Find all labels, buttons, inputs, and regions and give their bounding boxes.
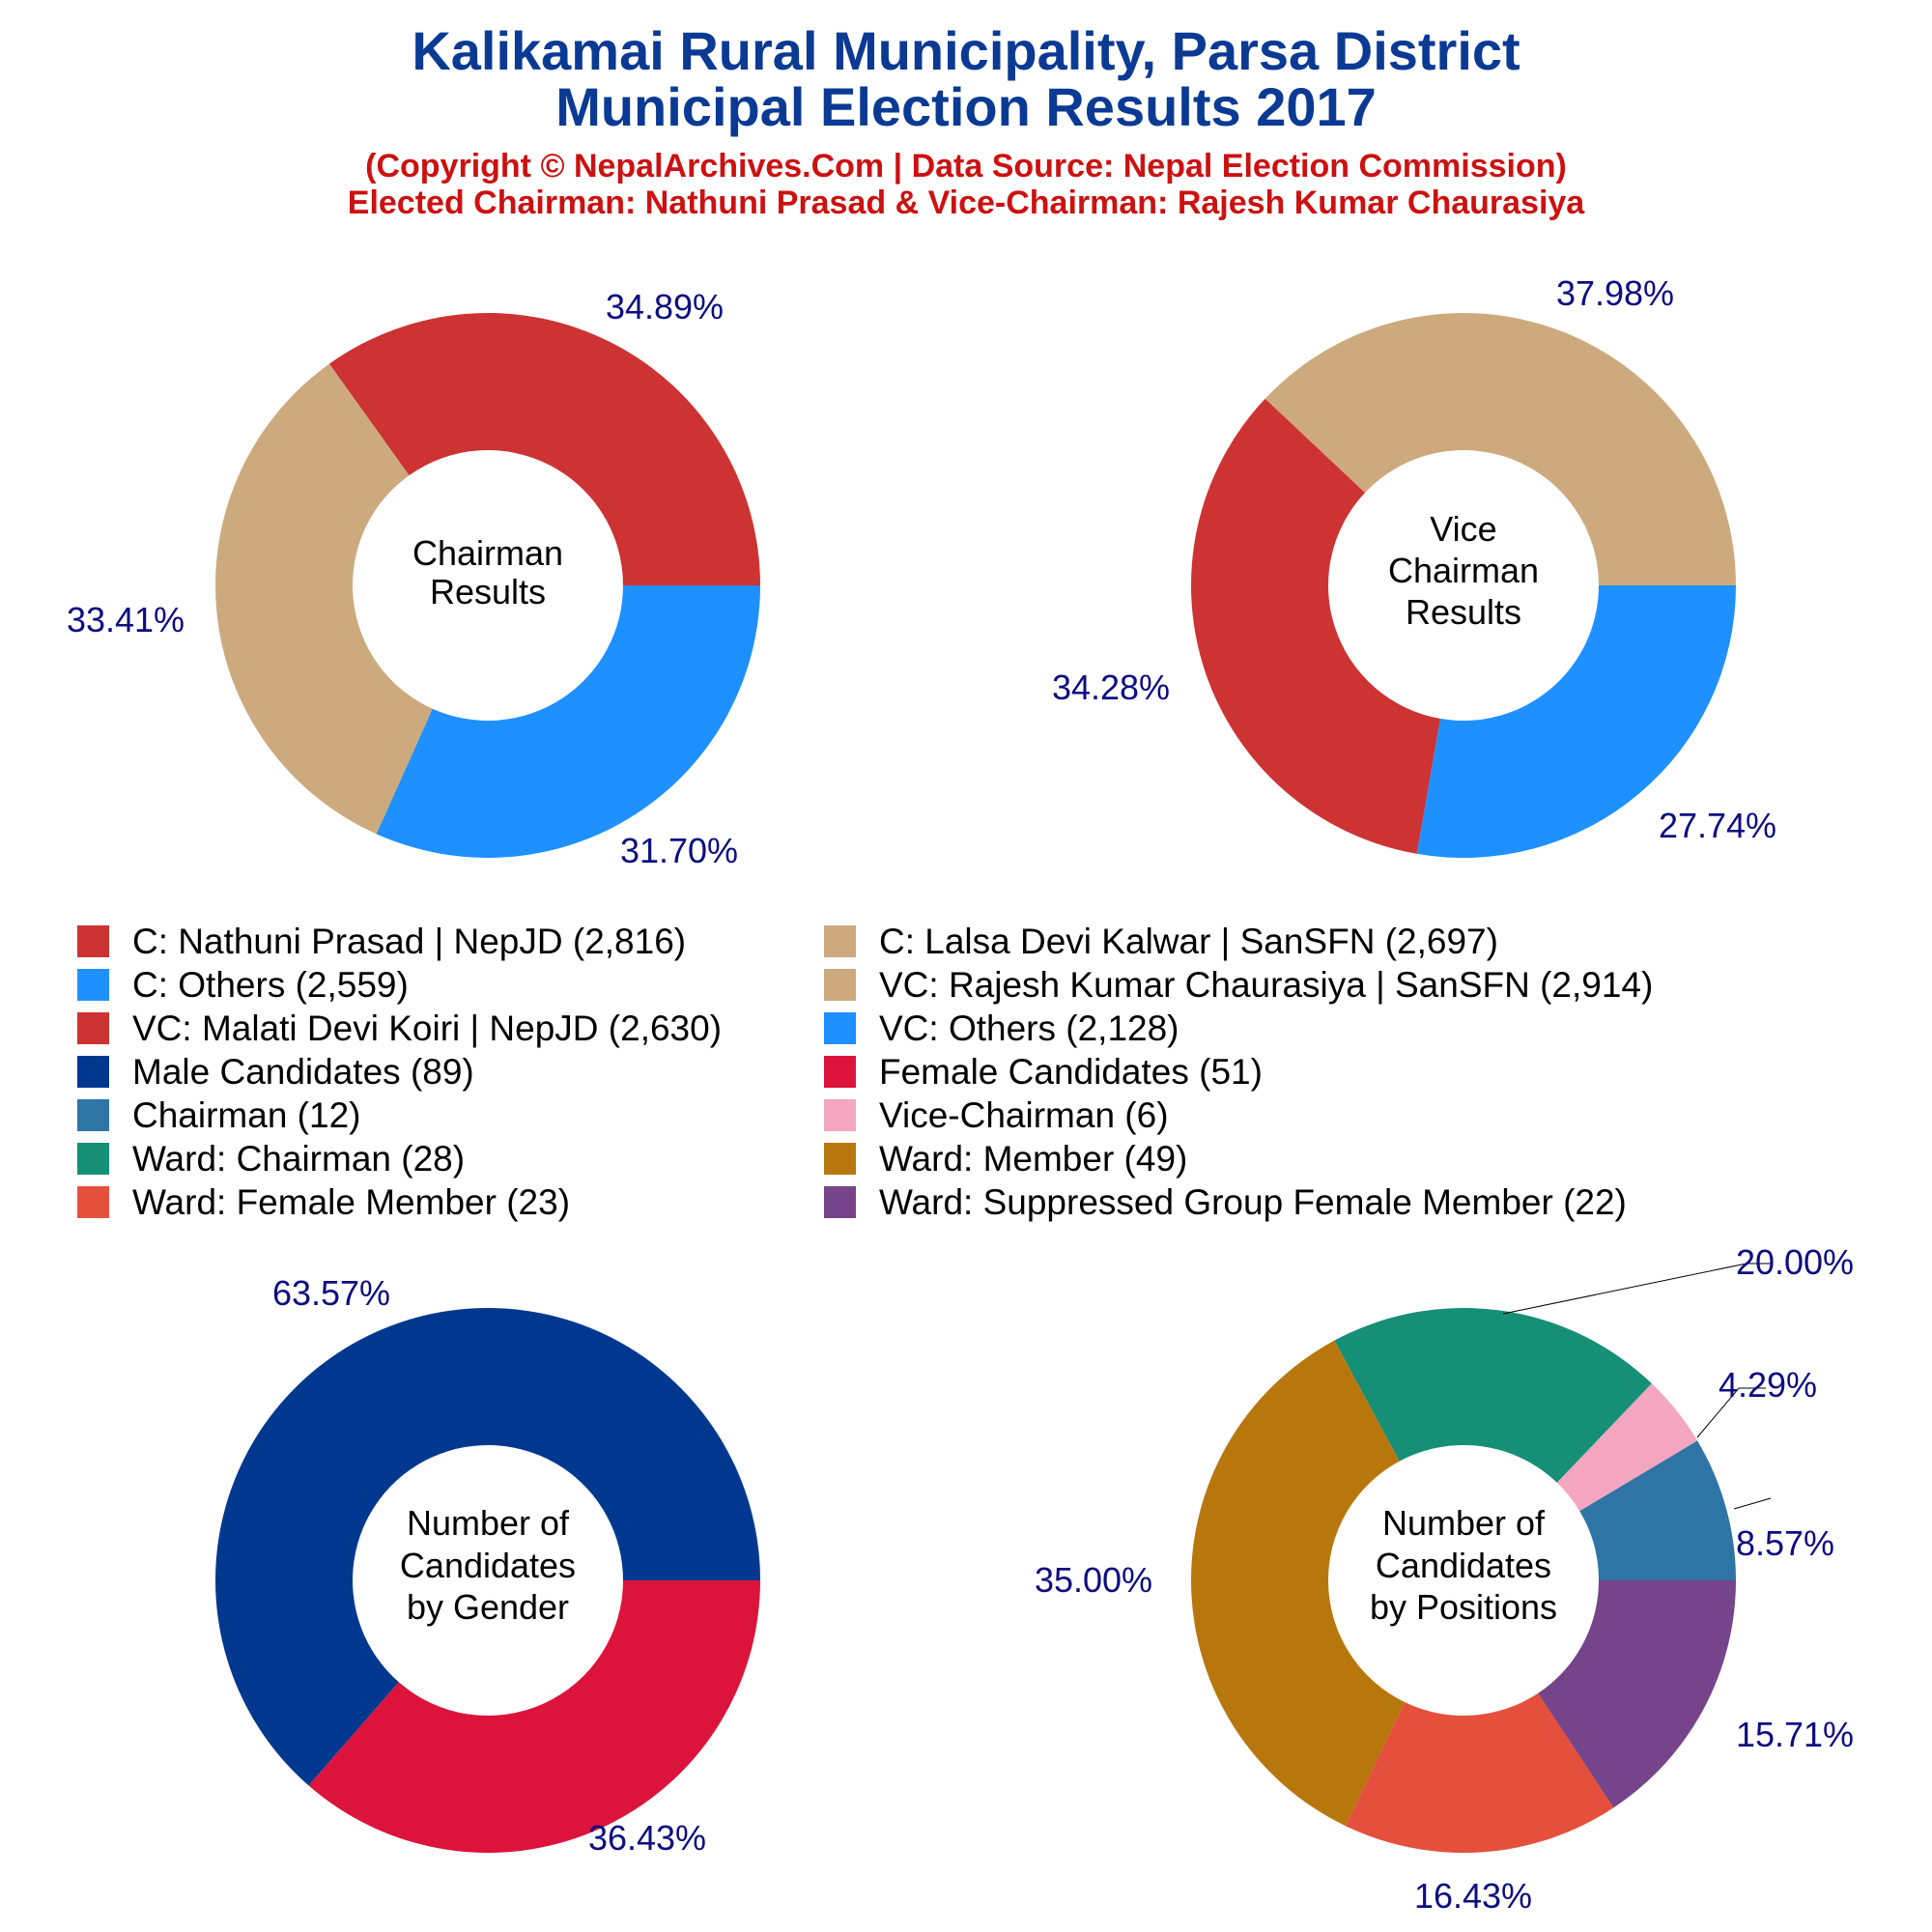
- legend-label: VC: Others (2,128): [879, 1009, 1179, 1048]
- pct-label-vc-malati-devi-koiri-nepjd: 34.28%: [1052, 668, 1170, 707]
- slice-vc-rajesh-kumar-chaurasiya-sansfn: [1264, 313, 1736, 585]
- pct-label-chairman: 8.57%: [1736, 1523, 1834, 1563]
- legend: C: Nathuni Prasad | NepJD (2,816) C: Lals…: [77, 922, 1653, 1222]
- leader-line-vice-chairman: [1696, 1387, 1766, 1438]
- slice-male-candidates: [214, 1308, 760, 1786]
- legend-swatch: [77, 925, 109, 957]
- legend-swatch: [77, 1099, 109, 1131]
- legend-label: C: Others (2,559): [132, 965, 409, 1005]
- legend-label: Ward: Suppressed Group Female Member (22…: [879, 1182, 1627, 1222]
- legend-label: Ward: Female Member (23): [132, 1182, 570, 1222]
- legend-swatch: [824, 1099, 856, 1131]
- legend-swatch: [77, 1143, 109, 1175]
- legend-label: VC: Rajesh Kumar Chaurasiya | SanSFN (2,…: [879, 965, 1653, 1005]
- center-label-line: Results: [1406, 592, 1521, 632]
- legend-swatch: [824, 969, 856, 1001]
- chart-title-line2: Municipal Election Results 2017: [555, 76, 1377, 137]
- leader-line-ward-chairman: [1502, 1263, 1771, 1315]
- slice-ward-suppressed-group-female-member: [1538, 1580, 1736, 1808]
- pct-label-c-nathuni-prasad-nepjd: 34.89%: [606, 287, 724, 327]
- pct-label-male-candidates: 63.57%: [272, 1273, 390, 1313]
- pct-label-vc-rajesh-kumar-chaurasiya-sansfn: 37.98%: [1556, 273, 1674, 313]
- slice-ward-member: [1191, 1340, 1406, 1827]
- center-label-line: Number of: [1382, 1503, 1546, 1543]
- slice-ward-female-member: [1345, 1692, 1614, 1853]
- legend-label: Vice-Chairman (6): [879, 1095, 1169, 1135]
- legend-swatch: [77, 969, 109, 1001]
- pct-label-ward-member: 35.00%: [1035, 1560, 1152, 1600]
- center-label-line: Chairman: [412, 533, 563, 573]
- pct-label-ward-suppressed-group-female-member: 15.71%: [1736, 1715, 1854, 1754]
- legend-swatch: [824, 925, 856, 957]
- pct-label-ward-female-member: 16.43%: [1414, 1876, 1532, 1916]
- legend-swatch: [824, 1186, 856, 1218]
- legend-swatch: [824, 1143, 856, 1175]
- legend-label: Female Candidates (51): [879, 1052, 1263, 1092]
- legend-label: Chairman (12): [132, 1095, 360, 1135]
- legend-swatch: [77, 1012, 109, 1044]
- chart-subtitle-line1: (Copyright © NepalArchives.Com | Data So…: [365, 148, 1567, 185]
- legend-label: Male Candidates (89): [132, 1052, 474, 1092]
- center-label-line: Chairman: [1388, 551, 1539, 590]
- center-label-line: by Gender: [407, 1587, 569, 1627]
- legend-label: Ward: Member (49): [879, 1139, 1187, 1179]
- pct-label-c-lalsa-devi-kalwar-sansfn: 33.41%: [67, 600, 185, 639]
- legend-swatch: [77, 1056, 109, 1088]
- slice-vice-chairman: [1556, 1383, 1698, 1512]
- leader-line-chairman: [1733, 1497, 1772, 1510]
- slice-c-others: [376, 585, 760, 858]
- legend-label: C: Nathuni Prasad | NepJD (2,816): [132, 922, 686, 961]
- chart-subtitle-line2: Elected Chairman: Nathuni Prasad & Vice-…: [348, 185, 1586, 221]
- slice-ward-chairman: [1334, 1308, 1652, 1483]
- slice-c-lalsa-devi-kalwar-sansfn: [215, 363, 433, 835]
- legend-label: Ward: Chairman (28): [132, 1139, 465, 1179]
- slice-chairman: [1579, 1440, 1736, 1580]
- legend-swatch: [77, 1186, 109, 1218]
- center-label-line: Vice: [1430, 509, 1496, 549]
- pct-label-female-candidates: 36.43%: [588, 1818, 706, 1858]
- pct-label-vice-chairman: 4.29%: [1719, 1365, 1817, 1405]
- center-label-line: Candidates: [400, 1546, 576, 1585]
- legend-label: C: Lalsa Devi Kalwar | SanSFN (2,697): [879, 922, 1498, 961]
- slice-vc-malati-devi-koiri-nepjd: [1191, 398, 1441, 854]
- center-label-line: Number of: [407, 1503, 570, 1543]
- legend-swatch: [824, 1056, 856, 1088]
- center-label-line: by Positions: [1370, 1587, 1557, 1627]
- candidates-by-positions-donut: 8.57% 4.29% 20.00% 35.00% 16.43% 15.71% Number…: [1035, 1242, 1854, 1916]
- slice-vc-others: [1416, 585, 1736, 858]
- pct-label-ward-chairman: 20.00%: [1736, 1242, 1854, 1282]
- chart-title-line1: Kalikamai Rural Municipality, Parsa Dist…: [412, 20, 1520, 81]
- center-label-line: Results: [430, 572, 546, 611]
- legend-label: VC: Malati Devi Koiri | NepJD (2,630): [132, 1009, 722, 1048]
- legend-swatch: [824, 1012, 856, 1044]
- center-label-line: Candidates: [1376, 1546, 1551, 1585]
- pct-label-c-others: 31.70%: [620, 831, 738, 870]
- slice-c-nathuni-prasad-nepjd: [328, 313, 760, 585]
- slice-female-candidates: [308, 1580, 760, 1853]
- pct-label-vc-others: 27.74%: [1659, 806, 1776, 845]
